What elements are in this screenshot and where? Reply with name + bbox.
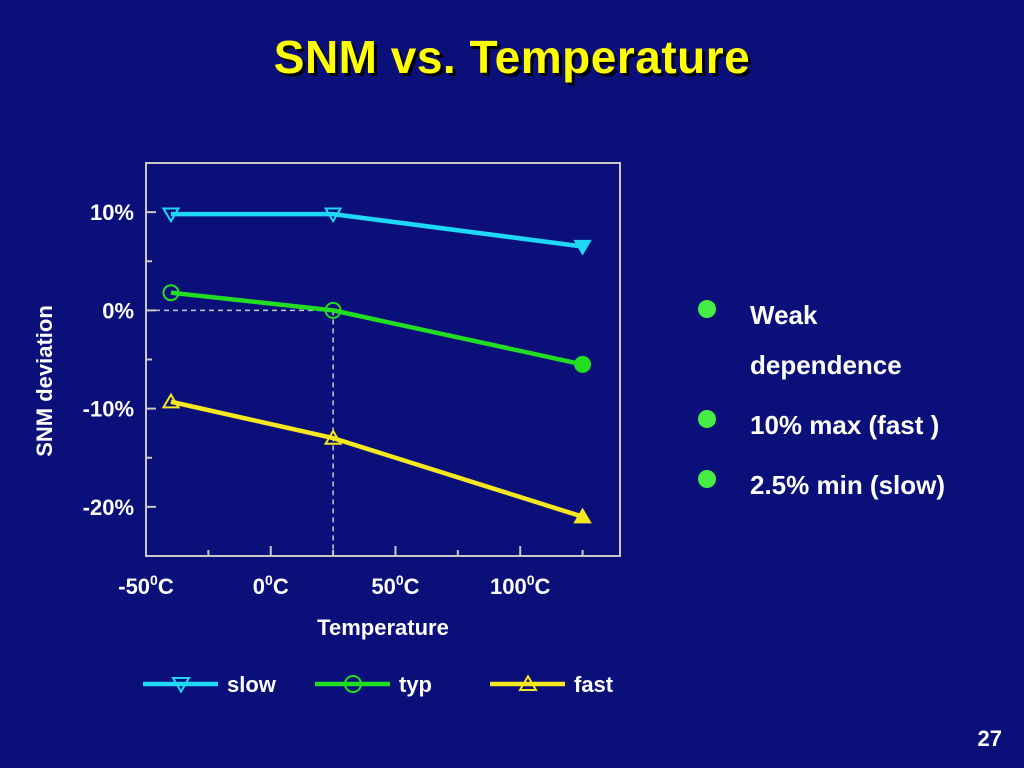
- y-tick-label: 10%: [90, 200, 134, 225]
- legend-marker-icon: [518, 674, 538, 691]
- bullet-item: 10% max (fast ): [690, 400, 1020, 450]
- data-point-slow: [573, 239, 592, 256]
- data-point-slow: [161, 207, 181, 224]
- x-tick-label: 00C: [253, 572, 289, 599]
- bullet-dot-icon: [698, 410, 716, 428]
- legend-item-typ: typ: [315, 672, 432, 697]
- legend-marker-icon: [171, 677, 191, 694]
- y-tick-label: -10%: [83, 397, 134, 422]
- data-point-fast: [161, 392, 181, 409]
- x-tick-label: 500C: [371, 572, 419, 599]
- data-point-slow: [323, 207, 343, 224]
- bullet-dot-icon: [698, 470, 716, 488]
- reference-lines: [146, 309, 334, 556]
- bullet-list: Weak dependence 10% max (fast ) 2.5% min…: [690, 290, 1020, 510]
- chart-legend: slow typ fast: [143, 672, 614, 697]
- data-point-fast: [573, 507, 592, 524]
- y-axis: 10% 0% -10% -20%: [83, 162, 156, 557]
- series-line-fast: [170, 399, 584, 519]
- legend-item-fast: fast: [490, 672, 614, 697]
- series-typ: [162, 284, 592, 373]
- x-axis: -500C 00C 500C 1000C: [118, 546, 584, 599]
- y-axis-label: SNM deviation: [32, 305, 57, 457]
- legend-label: slow: [227, 672, 277, 697]
- y-tick-label: 0%: [102, 298, 134, 323]
- series-fast: [161, 392, 592, 524]
- bullet-dot-icon: [698, 300, 716, 318]
- bullet-text: 10% max (fast ): [750, 410, 940, 440]
- legend-item-slow: slow: [143, 672, 277, 697]
- bullet-item: 2.5% min (slow): [690, 460, 1020, 510]
- series-line-typ: [170, 290, 584, 367]
- bullet-item: Weak dependence: [690, 290, 1020, 390]
- data-point-typ: [162, 284, 180, 302]
- x-axis-label: Temperature: [317, 615, 449, 640]
- y-tick-label: -20%: [83, 495, 134, 520]
- bullet-text: 2.5% min (slow): [750, 470, 946, 500]
- series-slow: [161, 207, 592, 256]
- x-tick-label: 1000C: [490, 572, 551, 599]
- series-layer: [161, 207, 592, 524]
- slide-title: SNM vs. Temperature: [273, 31, 751, 83]
- page-number: 27: [977, 726, 1002, 751]
- legend-label: typ: [399, 672, 432, 697]
- data-point-typ: [324, 301, 342, 319]
- x-tick-label: -500C: [118, 572, 174, 599]
- series-line-slow: [170, 211, 583, 249]
- data-point-typ: [574, 355, 592, 373]
- legend-label: fast: [574, 672, 614, 697]
- bullet-text: Weak dependence: [750, 300, 902, 380]
- data-point-fast: [323, 429, 343, 445]
- legend-marker-icon: [344, 675, 362, 693]
